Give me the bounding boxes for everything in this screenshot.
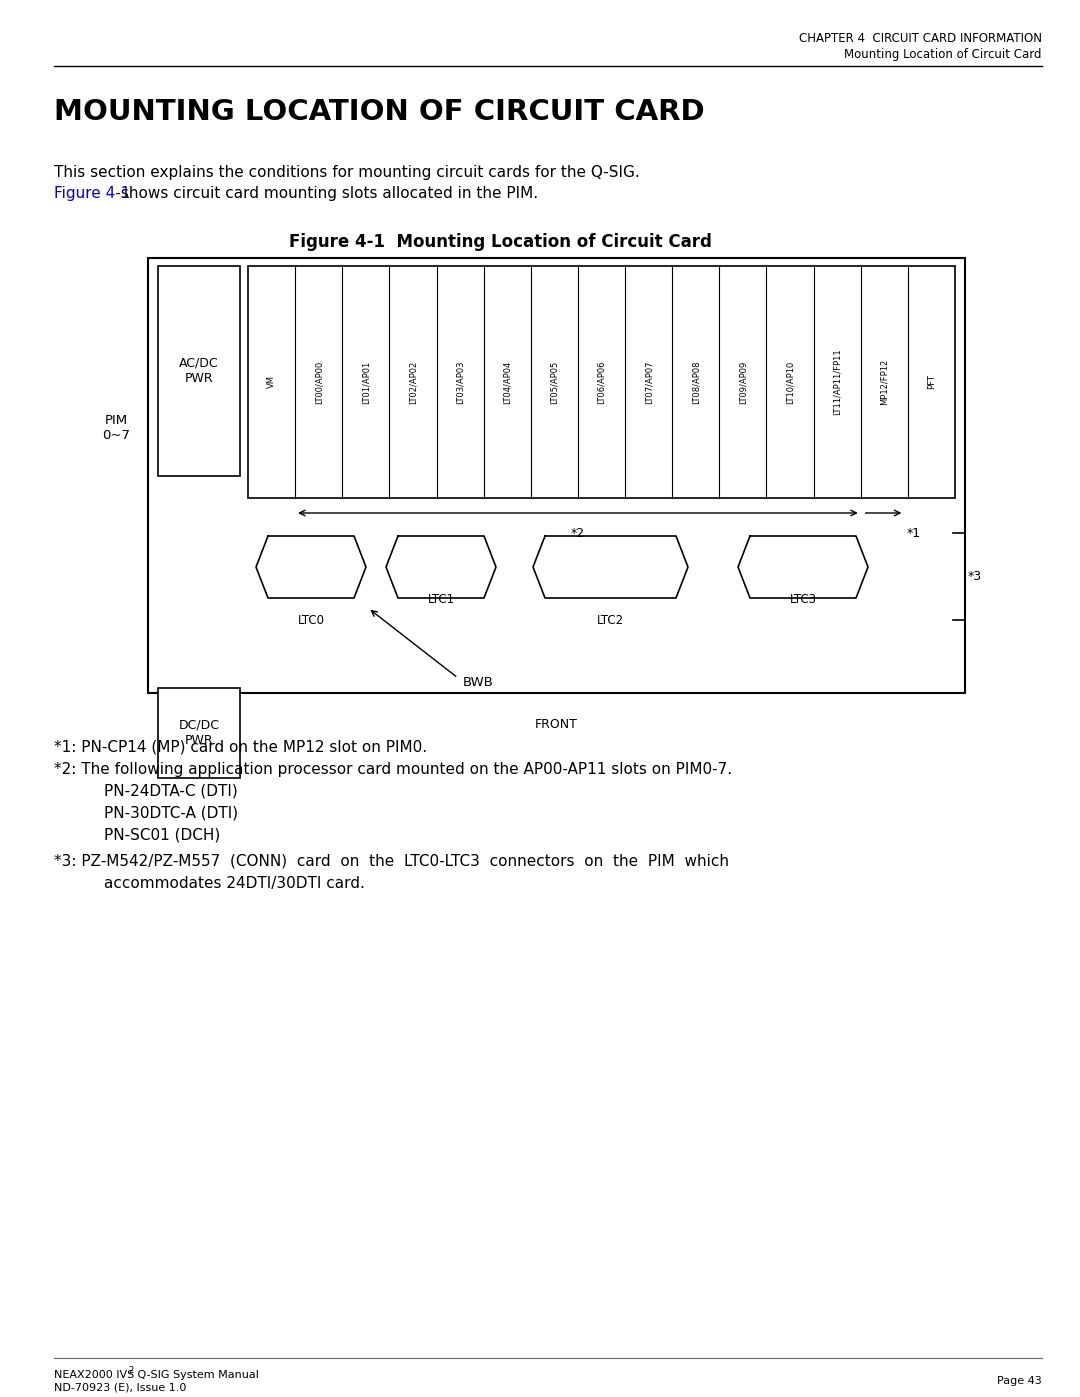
- Text: 2: 2: [129, 1366, 133, 1375]
- Bar: [248, 265, 955, 497]
- Text: LTC0: LTC0: [297, 615, 324, 627]
- Text: PN-24DTA-C (DTI): PN-24DTA-C (DTI): [104, 784, 238, 799]
- Text: LT06/AP06: LT06/AP06: [597, 360, 606, 404]
- Text: MOUNTING LOCATION OF CIRCUIT CARD: MOUNTING LOCATION OF CIRCUIT CARD: [54, 98, 704, 126]
- Text: LTC3: LTC3: [789, 592, 816, 606]
- Text: AC/DC
PWR: AC/DC PWR: [179, 358, 219, 386]
- Text: LT10/AP10: LT10/AP10: [785, 360, 795, 404]
- Text: LT09/AP09: LT09/AP09: [739, 360, 747, 404]
- Text: FRONT: FRONT: [535, 718, 578, 731]
- Text: NEAX2000 IVS: NEAX2000 IVS: [54, 1370, 134, 1380]
- Text: Figure 4-1: Figure 4-1: [54, 186, 131, 201]
- Text: LT08/AP08: LT08/AP08: [691, 360, 700, 404]
- Text: LT04/AP04: LT04/AP04: [502, 360, 512, 404]
- Text: PIM
0~7: PIM 0~7: [102, 414, 130, 441]
- Bar: [148, 258, 966, 693]
- Text: Figure 4-1  Mounting Location of Circuit Card: Figure 4-1 Mounting Location of Circuit …: [288, 233, 712, 251]
- Text: *2: The following application processor card mounted on the AP00-AP11 slots on P: *2: The following application processor …: [54, 761, 732, 777]
- Text: CHAPTER 4  CIRCUIT CARD INFORMATION: CHAPTER 4 CIRCUIT CARD INFORMATION: [799, 32, 1042, 45]
- Text: PFT: PFT: [927, 374, 936, 390]
- Text: LT01/AP01: LT01/AP01: [362, 360, 370, 404]
- Text: LT05/AP05: LT05/AP05: [550, 360, 558, 404]
- Text: LT02/AP02: LT02/AP02: [408, 360, 418, 404]
- Text: BWB: BWB: [463, 676, 494, 690]
- Text: Mounting Location of Circuit Card: Mounting Location of Circuit Card: [845, 47, 1042, 61]
- Text: LT03/AP03: LT03/AP03: [456, 360, 464, 404]
- Text: PN-30DTC-A (DTI): PN-30DTC-A (DTI): [104, 806, 238, 821]
- Text: accommodates 24DTI/30DTI card.: accommodates 24DTI/30DTI card.: [104, 876, 365, 891]
- Text: LT00/AP00: LT00/AP00: [314, 360, 323, 404]
- Text: *3: PZ-M542/PZ-M557  (CONN)  card  on  the  LTC0-LTC3  connectors  on  the  PIM : *3: PZ-M542/PZ-M557 (CONN) card on the L…: [54, 854, 729, 869]
- Bar: [158, 265, 240, 476]
- Text: Q-SIG System Manual: Q-SIG System Manual: [134, 1370, 259, 1380]
- Text: *3: *3: [968, 570, 982, 583]
- Text: PN-SC01 (DCH): PN-SC01 (DCH): [104, 828, 220, 842]
- Text: ND-70923 (E), Issue 1.0: ND-70923 (E), Issue 1.0: [54, 1383, 187, 1393]
- Text: LTC1: LTC1: [428, 592, 455, 606]
- Text: shows circuit card mounting slots allocated in the PIM.: shows circuit card mounting slots alloca…: [116, 186, 538, 201]
- Text: This section explains the conditions for mounting circuit cards for the Q-SIG.: This section explains the conditions for…: [54, 165, 639, 180]
- Text: LT07/AP07: LT07/AP07: [644, 360, 653, 404]
- Text: MP12/FP12: MP12/FP12: [880, 359, 889, 405]
- Text: *1: *1: [906, 527, 920, 541]
- Bar: [158, 687, 240, 778]
- Text: LTC2: LTC2: [597, 615, 624, 627]
- Text: *1: PN-CP14 (MP) card on the MP12 slot on PIM0.: *1: PN-CP14 (MP) card on the MP12 slot o…: [54, 740, 427, 754]
- Text: Page 43: Page 43: [997, 1376, 1042, 1386]
- Text: DC/DC
PWR: DC/DC PWR: [178, 719, 219, 747]
- Text: LT11/AP11/FP11: LT11/AP11/FP11: [833, 349, 841, 415]
- Text: VM: VM: [267, 376, 276, 388]
- Text: *2: *2: [571, 527, 585, 541]
